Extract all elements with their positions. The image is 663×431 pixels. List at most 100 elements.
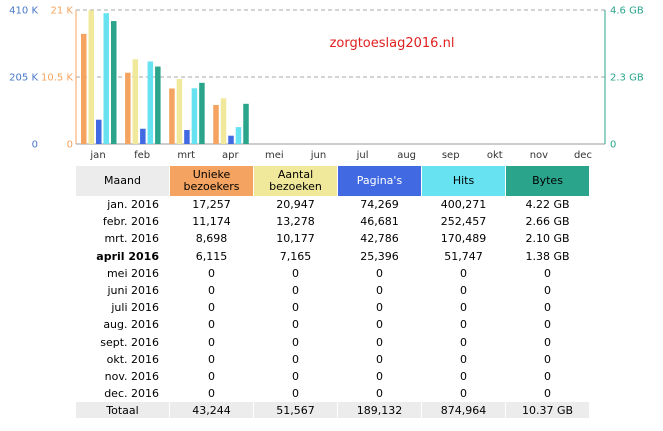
bar-unieke-bezoekers-jan: [81, 33, 87, 144]
cell-unique: 0: [208, 387, 215, 401]
right-tick-label: 2.3 GB: [610, 73, 644, 84]
cell-month: sept. 2016: [100, 335, 159, 349]
table-row: sept. 2016 0 0 0 0 0: [76, 334, 589, 351]
cell-unique: 8,698: [195, 232, 228, 246]
x-tick-label: dec: [574, 150, 592, 161]
cell-pages: 0: [376, 301, 383, 315]
column-header: Maand: [76, 166, 169, 196]
right-tick-label: 0: [610, 140, 616, 151]
total-row: Totaal 43,244 51,567 189,132 874,964 10.37 GB: [76, 402, 589, 419]
cell-hits: 252,457: [440, 215, 487, 229]
cell-visits: 0: [292, 352, 299, 366]
bar-aantal-bezoeken-feb: [132, 59, 139, 145]
cell-pages: 42,786: [360, 232, 399, 246]
x-tick-label: apr: [222, 150, 239, 161]
bar-aantal-bezoeken-mrt: [176, 79, 183, 144]
cell-hits: 170,489: [440, 232, 487, 246]
x-tick-label: nov: [530, 150, 548, 161]
cell-month: febr. 2016: [102, 215, 159, 229]
bar-aantal-bezoeken-apr: [220, 98, 227, 144]
cell-visits: 20,947: [276, 198, 315, 212]
table-row: dec. 2016 0 0 0 0 0: [76, 385, 589, 402]
cell-month: mei 2016: [106, 266, 159, 280]
bar-aantal-bezoeken-jan: [88, 10, 94, 144]
bar-pagina-s-apr: [228, 135, 234, 144]
chart-title: zorgtoeslag2016.nl: [330, 36, 455, 51]
cell-hits: 0: [460, 387, 467, 401]
cell-pages: 25,396: [360, 249, 399, 263]
cell-bytes: 4.22 GB: [525, 198, 570, 212]
table-row: juni 2016 0 0 0 0 0: [76, 282, 589, 299]
cell-hits: 0: [460, 352, 467, 366]
cell-hits: 0: [460, 266, 467, 280]
cell-pages: 189,132: [338, 402, 421, 419]
monthly-stats-chart: 410 K 205 K 0 21 K 10.5 K 0 4.6 GB 2.3 GB 0 jan fe…: [9, 6, 644, 162]
column-header: Hits: [422, 166, 505, 196]
left-outer-tick-label: 205 K: [9, 73, 38, 84]
table-body: jan. 2016 17,257 20,947 74,269 400,271 4.22 G…: [76, 196, 589, 419]
cell-bytes: 0: [544, 352, 551, 366]
cell-pages: 0: [376, 352, 383, 366]
left-inner-tick-label: 10.5 K: [41, 73, 73, 84]
cell-hits: 0: [460, 369, 467, 383]
x-tick-label: mrt: [177, 150, 195, 161]
cell-unique: 0: [208, 266, 215, 280]
cell-pages: 0: [376, 369, 383, 383]
bar-hits-jan: [103, 13, 109, 145]
x-tick-label: sep: [442, 150, 460, 161]
cell-hits: 874,964: [422, 402, 505, 419]
cell-pages: 0: [376, 335, 383, 349]
x-tick-label: jun: [310, 150, 326, 161]
cell-visits: 51,567: [254, 402, 337, 419]
cell-bytes: 0: [544, 266, 551, 280]
cell-unique: 0: [208, 352, 215, 366]
cell-hits: 51,747: [444, 249, 483, 263]
cell-bytes: 2.10 GB: [525, 232, 570, 246]
cell-pages: 74,269: [360, 198, 399, 212]
bar-bytes-feb: [155, 66, 161, 144]
cell-month: Totaal: [76, 402, 169, 419]
x-tick-label: jan: [89, 150, 105, 161]
cell-month: nov. 2016: [104, 369, 159, 383]
cell-bytes: 10.37 GB: [506, 402, 589, 419]
cell-pages: 0: [376, 318, 383, 332]
monthly-stats-table: Maand Unieke bezoekers Aantal bezoeken Pagi…: [75, 166, 590, 419]
bar-unieke-bezoekers-apr: [213, 104, 219, 144]
table-row: mrt. 2016 8,698 10,177 42,786 170,489 2.10 GB: [76, 230, 589, 247]
bar-hits-feb: [147, 61, 154, 144]
table-row: april 2016 6,115 7,165 25,396 51,747 1.38 GB: [76, 248, 589, 265]
cell-bytes: 0: [544, 387, 551, 401]
bar-bytes-mrt: [199, 82, 205, 144]
x-tick-label: mei: [265, 150, 284, 161]
cell-hits: 0: [460, 335, 467, 349]
cell-unique: 0: [208, 284, 215, 298]
x-tick-label: feb: [134, 150, 150, 161]
cell-unique: 0: [208, 318, 215, 332]
cell-visits: 0: [292, 266, 299, 280]
x-tick-label: okt: [487, 150, 503, 161]
cell-month: dec. 2016: [104, 387, 159, 401]
cell-month: aug. 2016: [103, 318, 159, 332]
x-tick-label: aug: [397, 150, 416, 161]
cell-unique: 11,174: [192, 215, 231, 229]
bar-unieke-bezoekers-mrt: [169, 88, 175, 144]
column-header: Aantal bezoeken: [254, 166, 337, 196]
cell-hits: 0: [460, 284, 467, 298]
table-row: nov. 2016 0 0 0 0 0: [76, 368, 589, 385]
table-row: juli 2016 0 0 0 0 0: [76, 299, 589, 316]
cell-hits: 0: [460, 318, 467, 332]
left-inner-tick-label: 0: [67, 140, 73, 151]
bar-unieke-bezoekers-feb: [125, 72, 131, 144]
cell-month: jan. 2016: [107, 198, 159, 212]
left-outer-tick-label: 0: [32, 140, 38, 151]
cell-unique: 0: [208, 335, 215, 349]
table-header-row: Maand Unieke bezoekers Aantal bezoeken Pagi…: [76, 166, 589, 196]
table-row: okt. 2016 0 0 0 0 0: [76, 351, 589, 368]
cell-unique: 0: [208, 301, 215, 315]
table-row: aug. 2016 0 0 0 0 0: [76, 316, 589, 333]
cell-visits: 0: [292, 301, 299, 315]
bar-bytes-jan: [111, 21, 117, 144]
bar-pagina-s-feb: [140, 128, 146, 144]
cell-bytes: 0: [544, 335, 551, 349]
cell-bytes: 0: [544, 369, 551, 383]
